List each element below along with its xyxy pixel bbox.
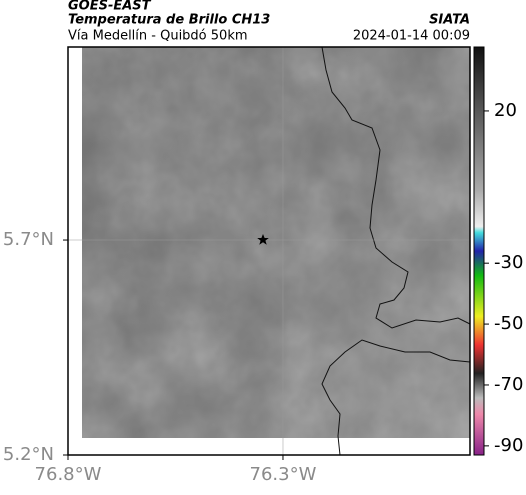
border (321, 46, 471, 329)
y-tick-label: 5.2°N (3, 444, 54, 465)
region: Vía Medellín - Quibdó 50km (68, 29, 248, 44)
x-tick-label: 76.3°W (250, 464, 317, 485)
source: SIATA (429, 13, 470, 28)
x-tick-label: 76.8°W (35, 464, 102, 485)
colorbar-tick-label: -50 (494, 313, 523, 334)
colorbar (473, 46, 485, 456)
map-frame (67, 46, 471, 456)
product: Temperatura de Brillo CH13 (68, 13, 270, 28)
shade (82, 47, 470, 438)
timestamp: 2024-01-14 00:09 (353, 29, 470, 44)
colorbar-tick-label: -70 (494, 374, 523, 395)
satellite: GOES-EAST (68, 0, 152, 14)
colorbar-tick-label: 20 (494, 100, 517, 121)
location-marker (257, 234, 269, 245)
colorbar-tick-label: -90 (494, 435, 523, 456)
y-tick-label: 5.7°N (3, 229, 54, 250)
map (68, 46, 471, 456)
border (321, 339, 471, 456)
colorbar-tick-label: -30 (494, 252, 523, 273)
